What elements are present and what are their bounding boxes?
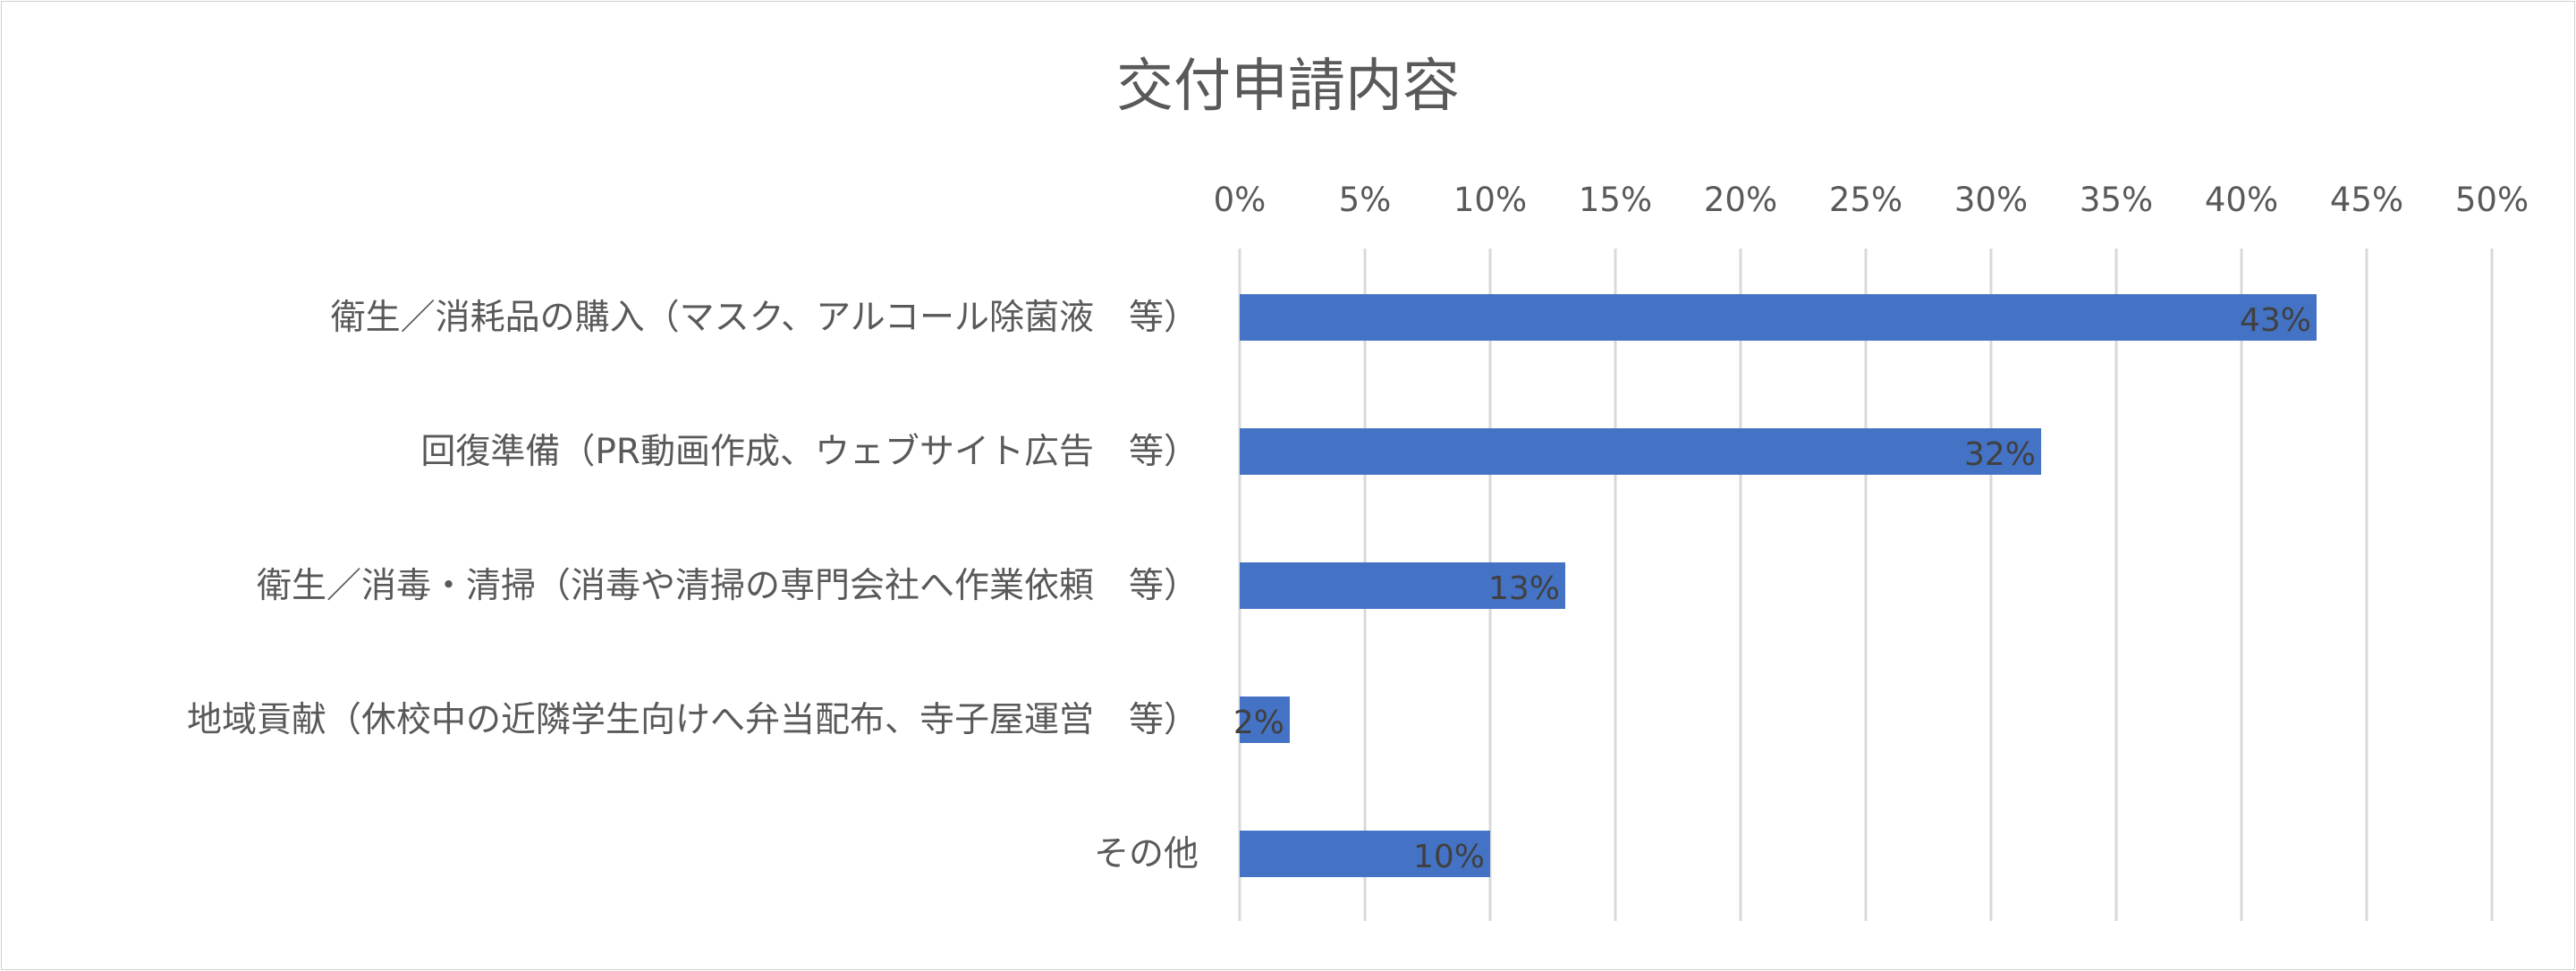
bars	[1240, 294, 2317, 877]
gridlines	[1238, 249, 2494, 921]
data-label: 43%	[2240, 302, 2311, 339]
x-tick-label: 40%	[2205, 181, 2278, 219]
category-labels: 衛生／消耗品の購入（マスク、アルコール除菌液 等） 回復準備（PR動画作成、ウェブ…	[187, 298, 1199, 874]
x-tick-label: 50%	[2455, 181, 2529, 219]
x-tick-label: 45%	[2330, 181, 2403, 219]
category-label: 回復準備（PR動画作成、ウェブサイト広告 等）	[420, 432, 1199, 472]
data-label: 13%	[1488, 570, 1560, 607]
x-tick-label: 35%	[2080, 181, 2153, 219]
bar	[1240, 562, 1565, 609]
category-label: その他	[1094, 834, 1199, 874]
bar	[1240, 831, 1490, 877]
x-tick-label: 30%	[1954, 181, 2028, 219]
category-label: 衛生／消毒・清掃（消毒や清掃の専門会社へ作業依頼 等）	[257, 566, 1199, 606]
category-label: 衛生／消耗品の購入（マスク、アルコール除菌液 等）	[331, 298, 1199, 338]
x-axis-ticks: 0% 5% 10% 15% 20% 25% 30% 35% 40% 45% 50%	[1214, 181, 2529, 219]
chart-title: 交付申請内容	[1116, 54, 1460, 120]
x-tick-label: 0%	[1214, 181, 1267, 219]
data-label: 2%	[1233, 705, 1284, 741]
bar	[1240, 697, 1290, 743]
data-labels: 43% 32% 13% 2% 10%	[1233, 302, 2311, 875]
x-tick-label: 25%	[1829, 181, 1902, 219]
x-tick-label: 10%	[1453, 181, 1527, 219]
x-tick-label: 15%	[1579, 181, 1652, 219]
x-tick-label: 20%	[1704, 181, 1777, 219]
bar	[1240, 294, 2317, 341]
data-label: 32%	[1964, 436, 2036, 473]
category-label: 地域貢献（休校中の近隣学生向けへ弁当配布、寺子屋運営 等）	[187, 700, 1199, 740]
bar	[1240, 428, 2041, 475]
data-label: 10%	[1413, 839, 1485, 875]
x-tick-label: 5%	[1339, 181, 1392, 219]
